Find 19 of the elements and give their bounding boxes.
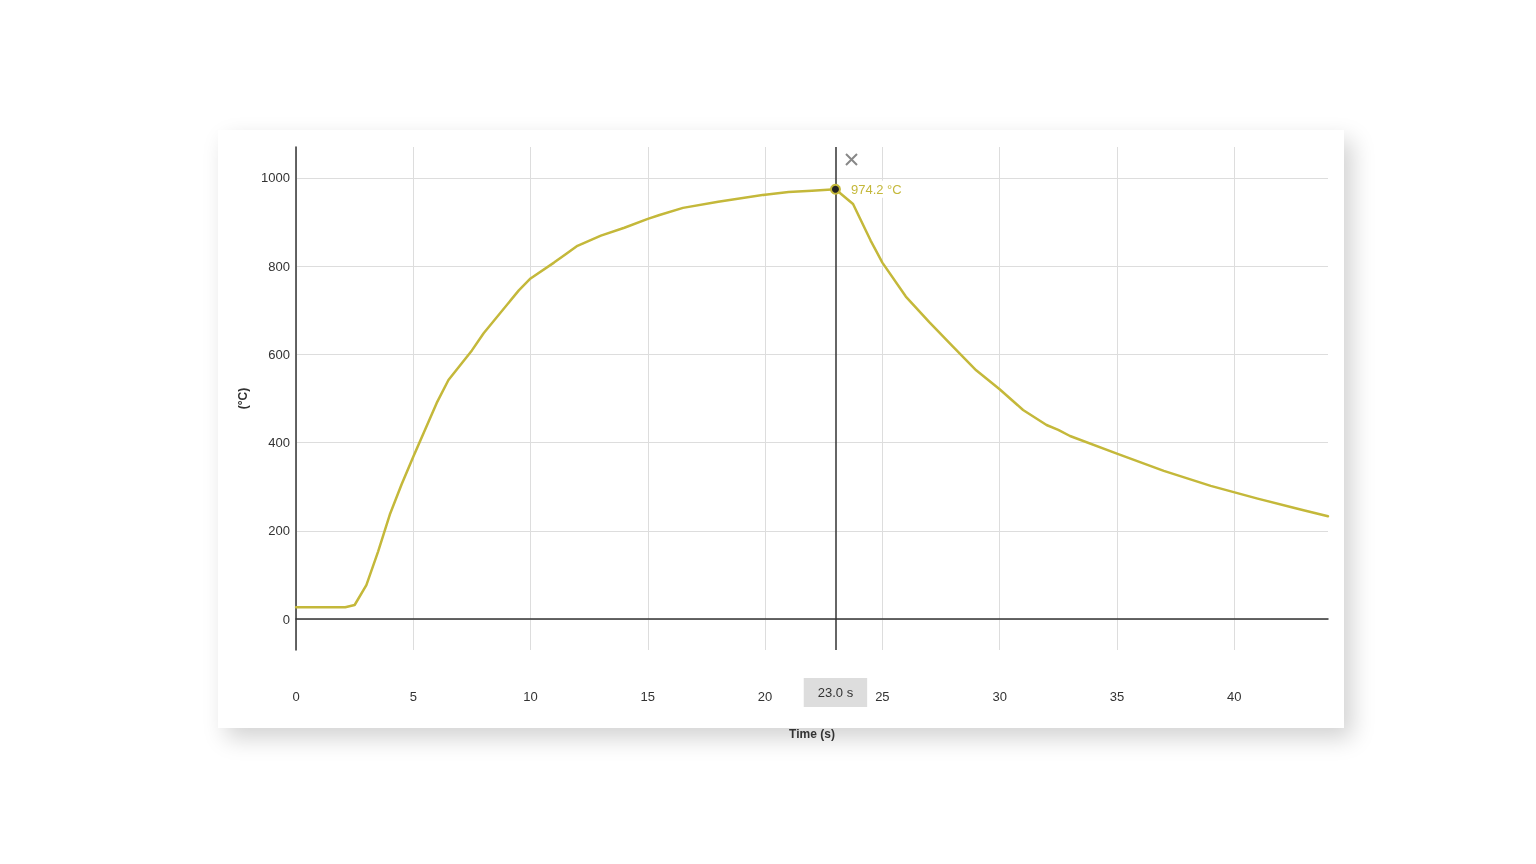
y-tick-label: 400 (268, 435, 290, 451)
x-tick-label: 15 (640, 689, 656, 704)
x-tick-label: 35 (1109, 689, 1125, 704)
y-tick-label: 200 (268, 523, 290, 539)
x-axis-title: Time (s) (789, 727, 835, 741)
x-tick-label: 30 (992, 689, 1007, 704)
y-axis-title: (°C) (236, 387, 250, 410)
annotation: 974.2 °C (850, 181, 902, 197)
y-tick-label: 600 (268, 346, 290, 362)
ref-line-label: 23.0 s (817, 685, 854, 700)
x-tick-label: 5 (409, 689, 417, 704)
y-tick-label: 1000 (261, 170, 290, 186)
x-tick-label: 10 (523, 689, 538, 704)
y-tick-label: 0 (282, 611, 290, 627)
x-tick-label: 20 (757, 689, 773, 704)
x-tick-label: 0 (292, 689, 300, 704)
y-tick-label: 800 (268, 258, 290, 274)
x-tick-label: 25 (875, 689, 890, 704)
x-tick-label: 40 (1226, 689, 1242, 704)
